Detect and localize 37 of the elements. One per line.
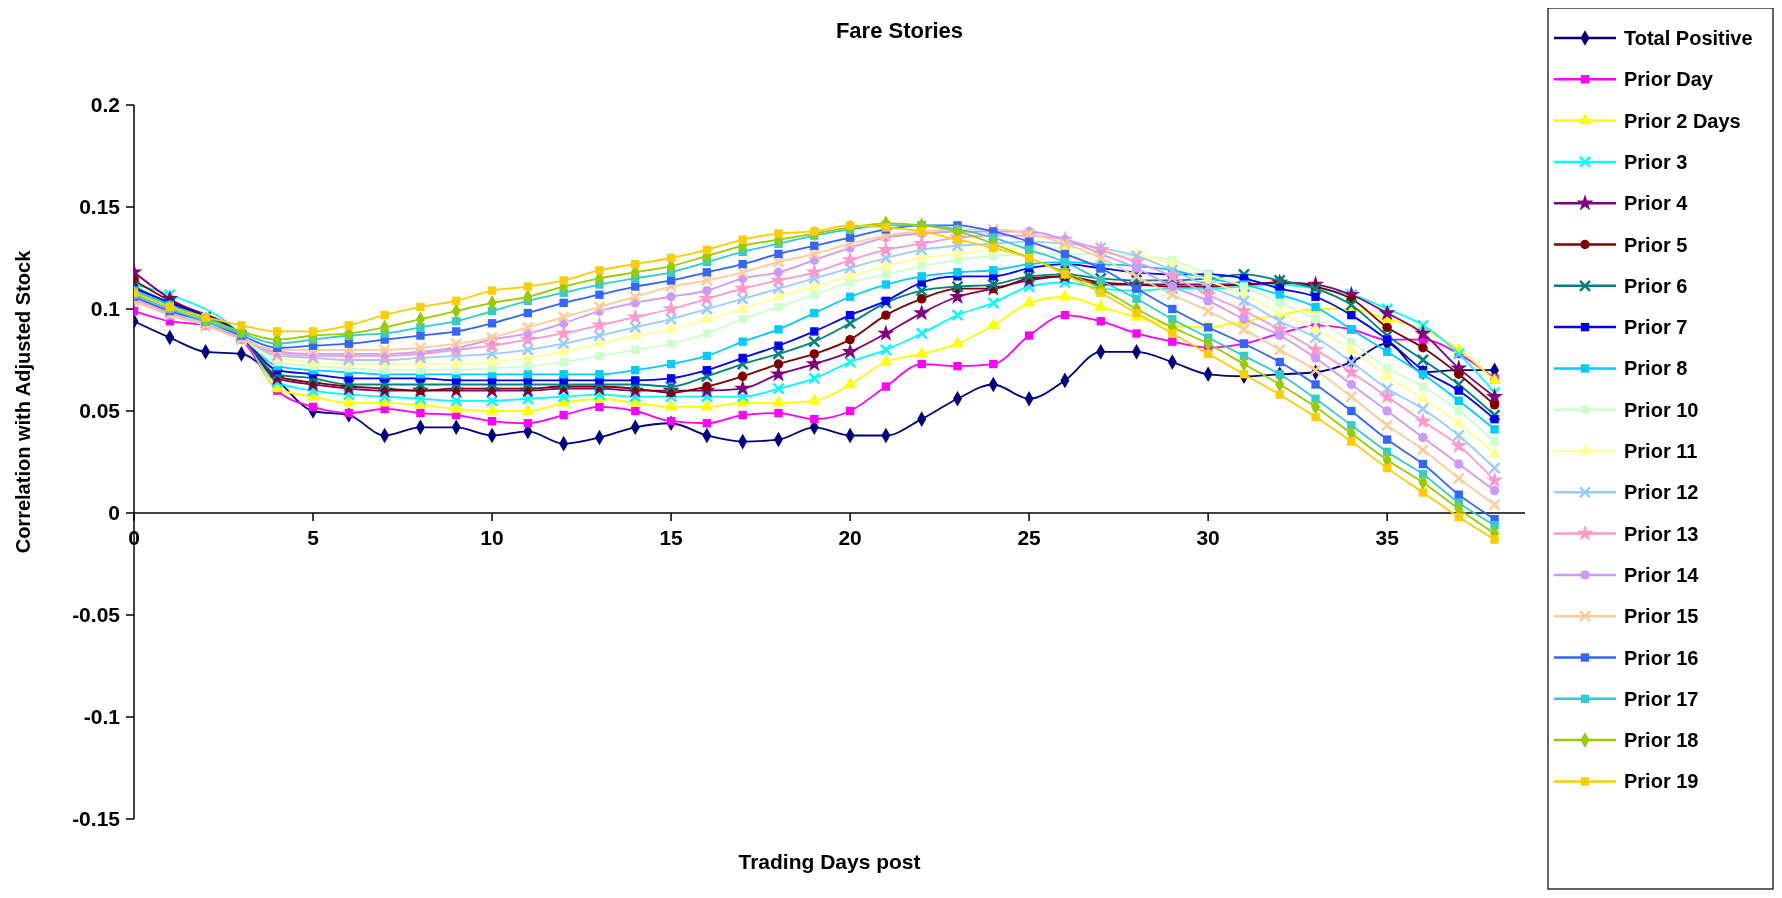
legend-label: Prior 15 <box>1624 605 1699 628</box>
legend-label: Prior 4 <box>1624 192 1689 215</box>
legend-label: Prior 18 <box>1624 729 1699 752</box>
x-tick-label: 20 <box>838 526 862 549</box>
y-tick-label: -0.15 <box>72 807 121 831</box>
legend-label: Prior 2 Days <box>1624 109 1741 132</box>
x-tick-label: 30 <box>1196 526 1220 549</box>
legend-label: Prior 7 <box>1624 316 1688 339</box>
legend-label: Prior 14 <box>1624 563 1700 586</box>
legend-label: Prior Day <box>1624 68 1714 91</box>
legend-label: Prior 19 <box>1624 770 1699 793</box>
legend-label: Prior 13 <box>1624 522 1699 545</box>
x-tick-label: 35 <box>1375 526 1400 549</box>
legend-label: Prior 11 <box>1624 440 1698 462</box>
y-tick-label: -0.1 <box>83 705 121 729</box>
legend-label: Prior 16 <box>1624 646 1699 669</box>
y-tick-label: -0.05 <box>72 603 121 627</box>
legend-label: Prior 3 <box>1624 150 1688 173</box>
x-axis-title: Trading Days post <box>738 850 921 873</box>
chart-title: Fare Stories <box>835 18 964 43</box>
y-axis-title: Correlation with Adjusted Stock <box>12 249 34 554</box>
y-tick-label: 0.05 <box>79 399 121 423</box>
legend-label: Prior 5 <box>1624 233 1688 256</box>
x-tick-label: 10 <box>480 526 504 549</box>
y-tick-label: 0.1 <box>90 297 121 321</box>
x-tick-label: 5 <box>307 526 320 549</box>
legend-label: Prior 6 <box>1624 274 1688 297</box>
y-tick-label: 0.15 <box>79 195 121 219</box>
x-tick-label: 25 <box>1017 526 1042 549</box>
legend-label: Prior 17 <box>1624 687 1699 710</box>
legend-label: Prior 8 <box>1624 357 1688 380</box>
y-tick-label: 0 <box>108 501 120 525</box>
legend-label: Total Positive <box>1624 27 1753 49</box>
legend-label: Prior 10 <box>1624 398 1699 421</box>
y-tick-label: 0.2 <box>90 93 120 117</box>
legend-label: Prior 12 <box>1624 481 1699 504</box>
x-tick-label: 15 <box>659 526 684 549</box>
